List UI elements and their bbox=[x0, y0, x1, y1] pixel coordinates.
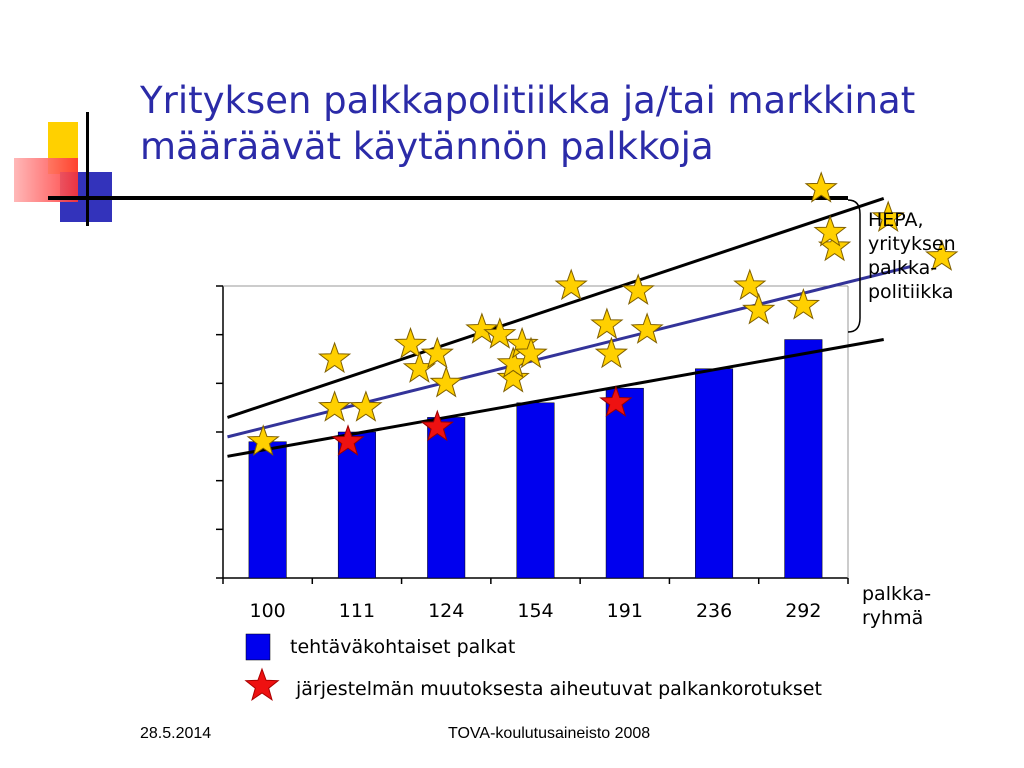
x-axis-label-line-1: palkka- bbox=[862, 583, 932, 605]
gold-star-marker bbox=[786, 288, 821, 320]
x-tick-label: 154 bbox=[517, 600, 553, 622]
gold-star-marker bbox=[483, 317, 517, 349]
gold-star-marker bbox=[349, 390, 383, 422]
footer-source: TOVA-koulutusaineisto 2008 bbox=[448, 725, 651, 742]
gold-star-marker bbox=[393, 326, 428, 359]
legend-label-bars: tehtäväkohtaiset palkat bbox=[290, 636, 516, 658]
hepa-line-1: HEPA, bbox=[868, 209, 924, 231]
title-line-1: Yrityksen palkkapolitiikka ja/tai markki… bbox=[140, 79, 916, 122]
gold-star-marker bbox=[514, 336, 548, 369]
red-star-marker bbox=[331, 424, 365, 456]
gold-star-marker bbox=[465, 312, 499, 344]
bar-100 bbox=[248, 441, 287, 579]
x-tick-label: 292 bbox=[785, 600, 821, 622]
gold-star-marker bbox=[630, 312, 664, 344]
title-line-2: määräävät käytännön palkkoja bbox=[140, 125, 714, 168]
gold-star-marker bbox=[317, 390, 352, 422]
x-tick-label: 236 bbox=[696, 600, 732, 622]
slide-title: Yrityksen palkkapolitiikka ja/tai markki… bbox=[140, 78, 1000, 170]
x-tick-label: 191 bbox=[607, 600, 643, 622]
gold-star-marker bbox=[420, 336, 454, 369]
footer-date: 28.5.2014 bbox=[140, 725, 212, 742]
legend-star-icon bbox=[244, 667, 280, 701]
gold-star-marker bbox=[871, 200, 905, 232]
gold-star-marker bbox=[594, 336, 629, 369]
x-axis-label: palkka- ryhmä bbox=[862, 582, 931, 630]
hepa-line-2: yrityksen bbox=[868, 233, 956, 255]
hepa-label: HEPA, yrityksen palkka- politiikka bbox=[868, 208, 956, 304]
bar-154 bbox=[516, 402, 555, 579]
gold-star-marker bbox=[496, 361, 530, 393]
gold-star-marker bbox=[813, 215, 847, 247]
hepa-line-3: palkka- bbox=[868, 257, 938, 279]
gold-star-marker bbox=[804, 171, 838, 203]
hepa-line-4: politiikka bbox=[868, 281, 954, 303]
bars-group bbox=[248, 339, 823, 579]
bar-236 bbox=[695, 368, 734, 579]
gold-star-marker bbox=[621, 273, 655, 305]
trend-line-upper bbox=[226, 196, 885, 419]
bar-191 bbox=[605, 387, 644, 579]
bar-124 bbox=[427, 417, 466, 579]
red-star-marker bbox=[599, 385, 633, 417]
x-axis-label-line-2: ryhmä bbox=[862, 607, 924, 629]
legend-bar-swatch bbox=[245, 633, 271, 661]
gold-star-marker bbox=[317, 341, 352, 374]
decor-red-square bbox=[14, 158, 78, 202]
stars-group bbox=[246, 171, 959, 456]
red-star-marker bbox=[420, 409, 454, 442]
gold-star-marker bbox=[925, 239, 959, 271]
gold-star-marker bbox=[429, 365, 463, 398]
x-tick-labels: 100 111 124 154 191 236 292 bbox=[250, 600, 822, 622]
decor-vertical-line bbox=[86, 112, 89, 226]
bar-292 bbox=[784, 339, 823, 579]
title-divider bbox=[48, 196, 848, 200]
bar-111 bbox=[337, 431, 376, 579]
x-tick-label: 111 bbox=[339, 600, 375, 622]
gold-star-marker bbox=[246, 424, 280, 456]
x-tick-label: 124 bbox=[428, 600, 464, 622]
gold-star-marker bbox=[554, 268, 588, 301]
gold-star-marker bbox=[733, 268, 767, 301]
legend-label-stars: järjestelmän muutoksesta aiheutuvat palk… bbox=[296, 678, 822, 700]
hepa-bracket bbox=[847, 199, 861, 333]
gold-star-marker bbox=[590, 307, 624, 340]
gold-star-marker bbox=[742, 292, 776, 325]
x-tick-label: 100 bbox=[250, 600, 286, 622]
